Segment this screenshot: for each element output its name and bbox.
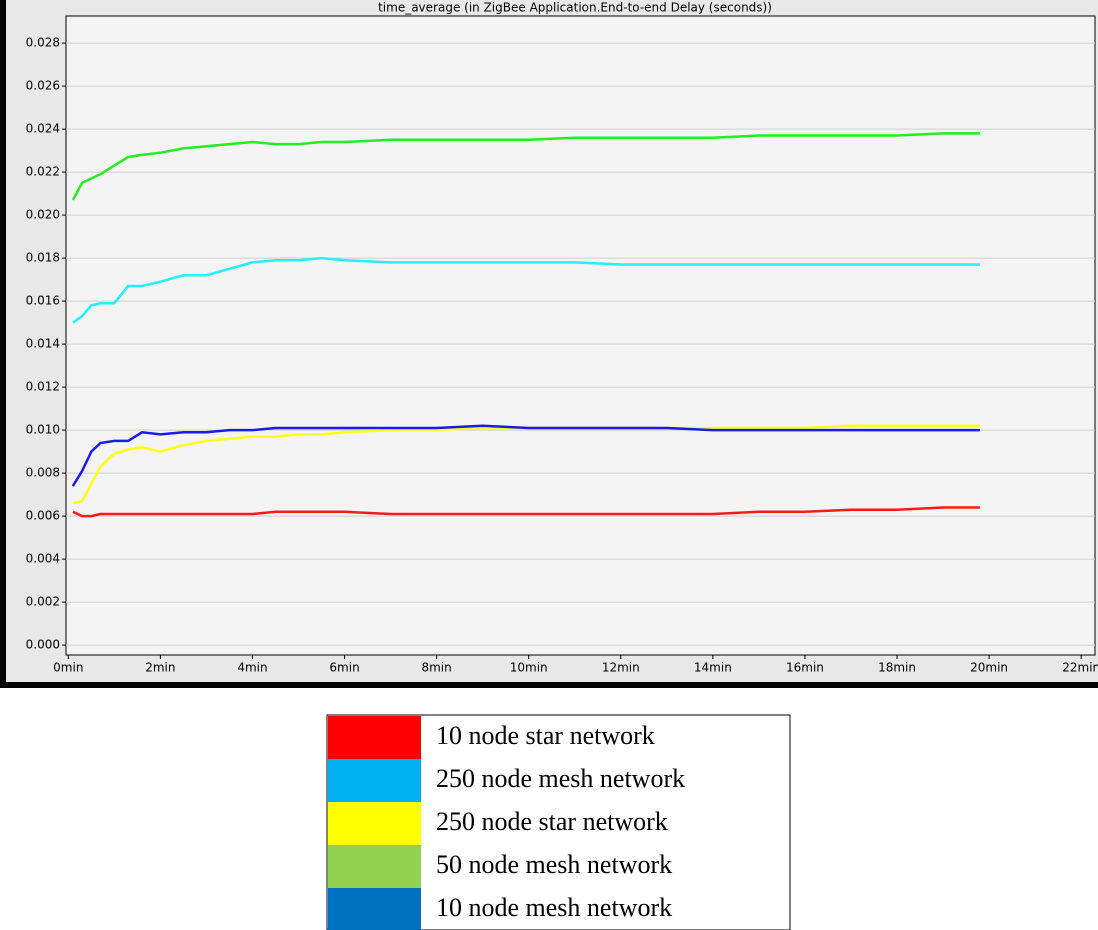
series-line (71, 132, 980, 201)
y-tick-label: 0.020 (26, 208, 60, 222)
y-tick-label: 0.008 (26, 466, 60, 480)
series-line (72, 506, 980, 518)
y-tick-label: 0.006 (26, 509, 60, 523)
x-tick-label: 22min (1062, 661, 1098, 675)
legend-label: 50 node mesh network (436, 850, 672, 879)
series-line (71, 424, 980, 487)
y-tick-label: 0.026 (26, 79, 60, 93)
x-tick-label: 20min (970, 661, 1008, 675)
legend-swatch (328, 716, 421, 759)
legend-label: 250 node mesh network (436, 764, 685, 793)
x-tick-label: 0min (53, 661, 83, 675)
y-tick-label: 0.022 (26, 165, 60, 179)
legend-label: 10 node star network (436, 721, 655, 750)
x-tick-label: 2min (145, 661, 175, 675)
x-tick-label: 6min (329, 661, 359, 675)
y-tick-label: 0.000 (26, 638, 60, 652)
legend-label: 250 node star network (436, 807, 668, 836)
series-line (72, 424, 980, 505)
x-tick-label: 10min (510, 661, 548, 675)
chart-title: time_average (in ZigBee Application.End-… (378, 1, 772, 15)
x-tick-label: 8min (421, 661, 451, 675)
y-tick-label: 0.004 (26, 552, 60, 566)
x-tick-label: 16min (786, 661, 824, 675)
legend-swatch (328, 759, 421, 802)
y-tick-label: 0.002 (26, 595, 60, 609)
x-tick-label: 14min (694, 661, 732, 675)
x-tick-label: 18min (878, 661, 916, 675)
series-line (72, 256, 980, 324)
y-tick-label: 0.012 (26, 380, 60, 394)
y-tick-label: 0.014 (26, 337, 60, 351)
y-tick-label: 0.028 (26, 36, 60, 50)
legend-swatch (328, 888, 421, 930)
x-tick-label: 12min (602, 661, 640, 675)
y-tick-label: 0.018 (26, 251, 60, 265)
y-tick-label: 0.016 (26, 294, 60, 308)
x-tick-label: 4min (237, 661, 267, 675)
plot-area (65, 15, 1096, 656)
y-tick-label: 0.024 (26, 122, 60, 136)
legend-swatch (328, 845, 421, 888)
legend-swatch (328, 802, 421, 845)
y-tick-label: 0.010 (26, 423, 60, 437)
legend-label: 10 node mesh network (436, 893, 672, 922)
